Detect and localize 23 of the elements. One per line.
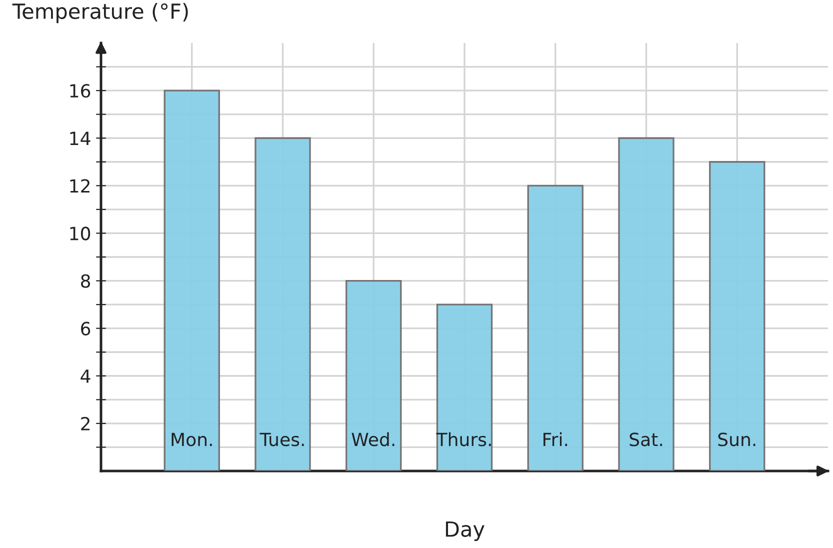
y-tick-label: 14 [70,132,90,145]
bar [709,161,766,471]
x-tick-label: Tues. [260,432,304,446]
bar [254,137,311,471]
bar [527,184,584,471]
y-tick-label: 12 [70,179,90,193]
x-tick-label: Fri. [544,432,568,446]
x-tick-label: Mon. [172,432,212,446]
bar [436,304,493,471]
y-tick-label: 6 [81,322,90,336]
x-tick-label: Sun. [718,432,756,446]
x-tick-label: Sat. [630,432,662,446]
x-axis-title: Day [446,521,484,541]
y-tick-label: 16 [70,84,90,98]
y-tick-label: 8 [81,274,90,288]
y-tick-label: 4 [80,370,90,383]
bar [346,280,402,471]
bar [618,137,674,471]
y-tick-label: 2 [81,416,90,430]
x-tick-label: Wed. [352,432,394,446]
y-axis-title: Temperature (°F) [12,2,188,24]
bar [164,90,220,471]
y-tick-label: 10 [70,226,90,240]
